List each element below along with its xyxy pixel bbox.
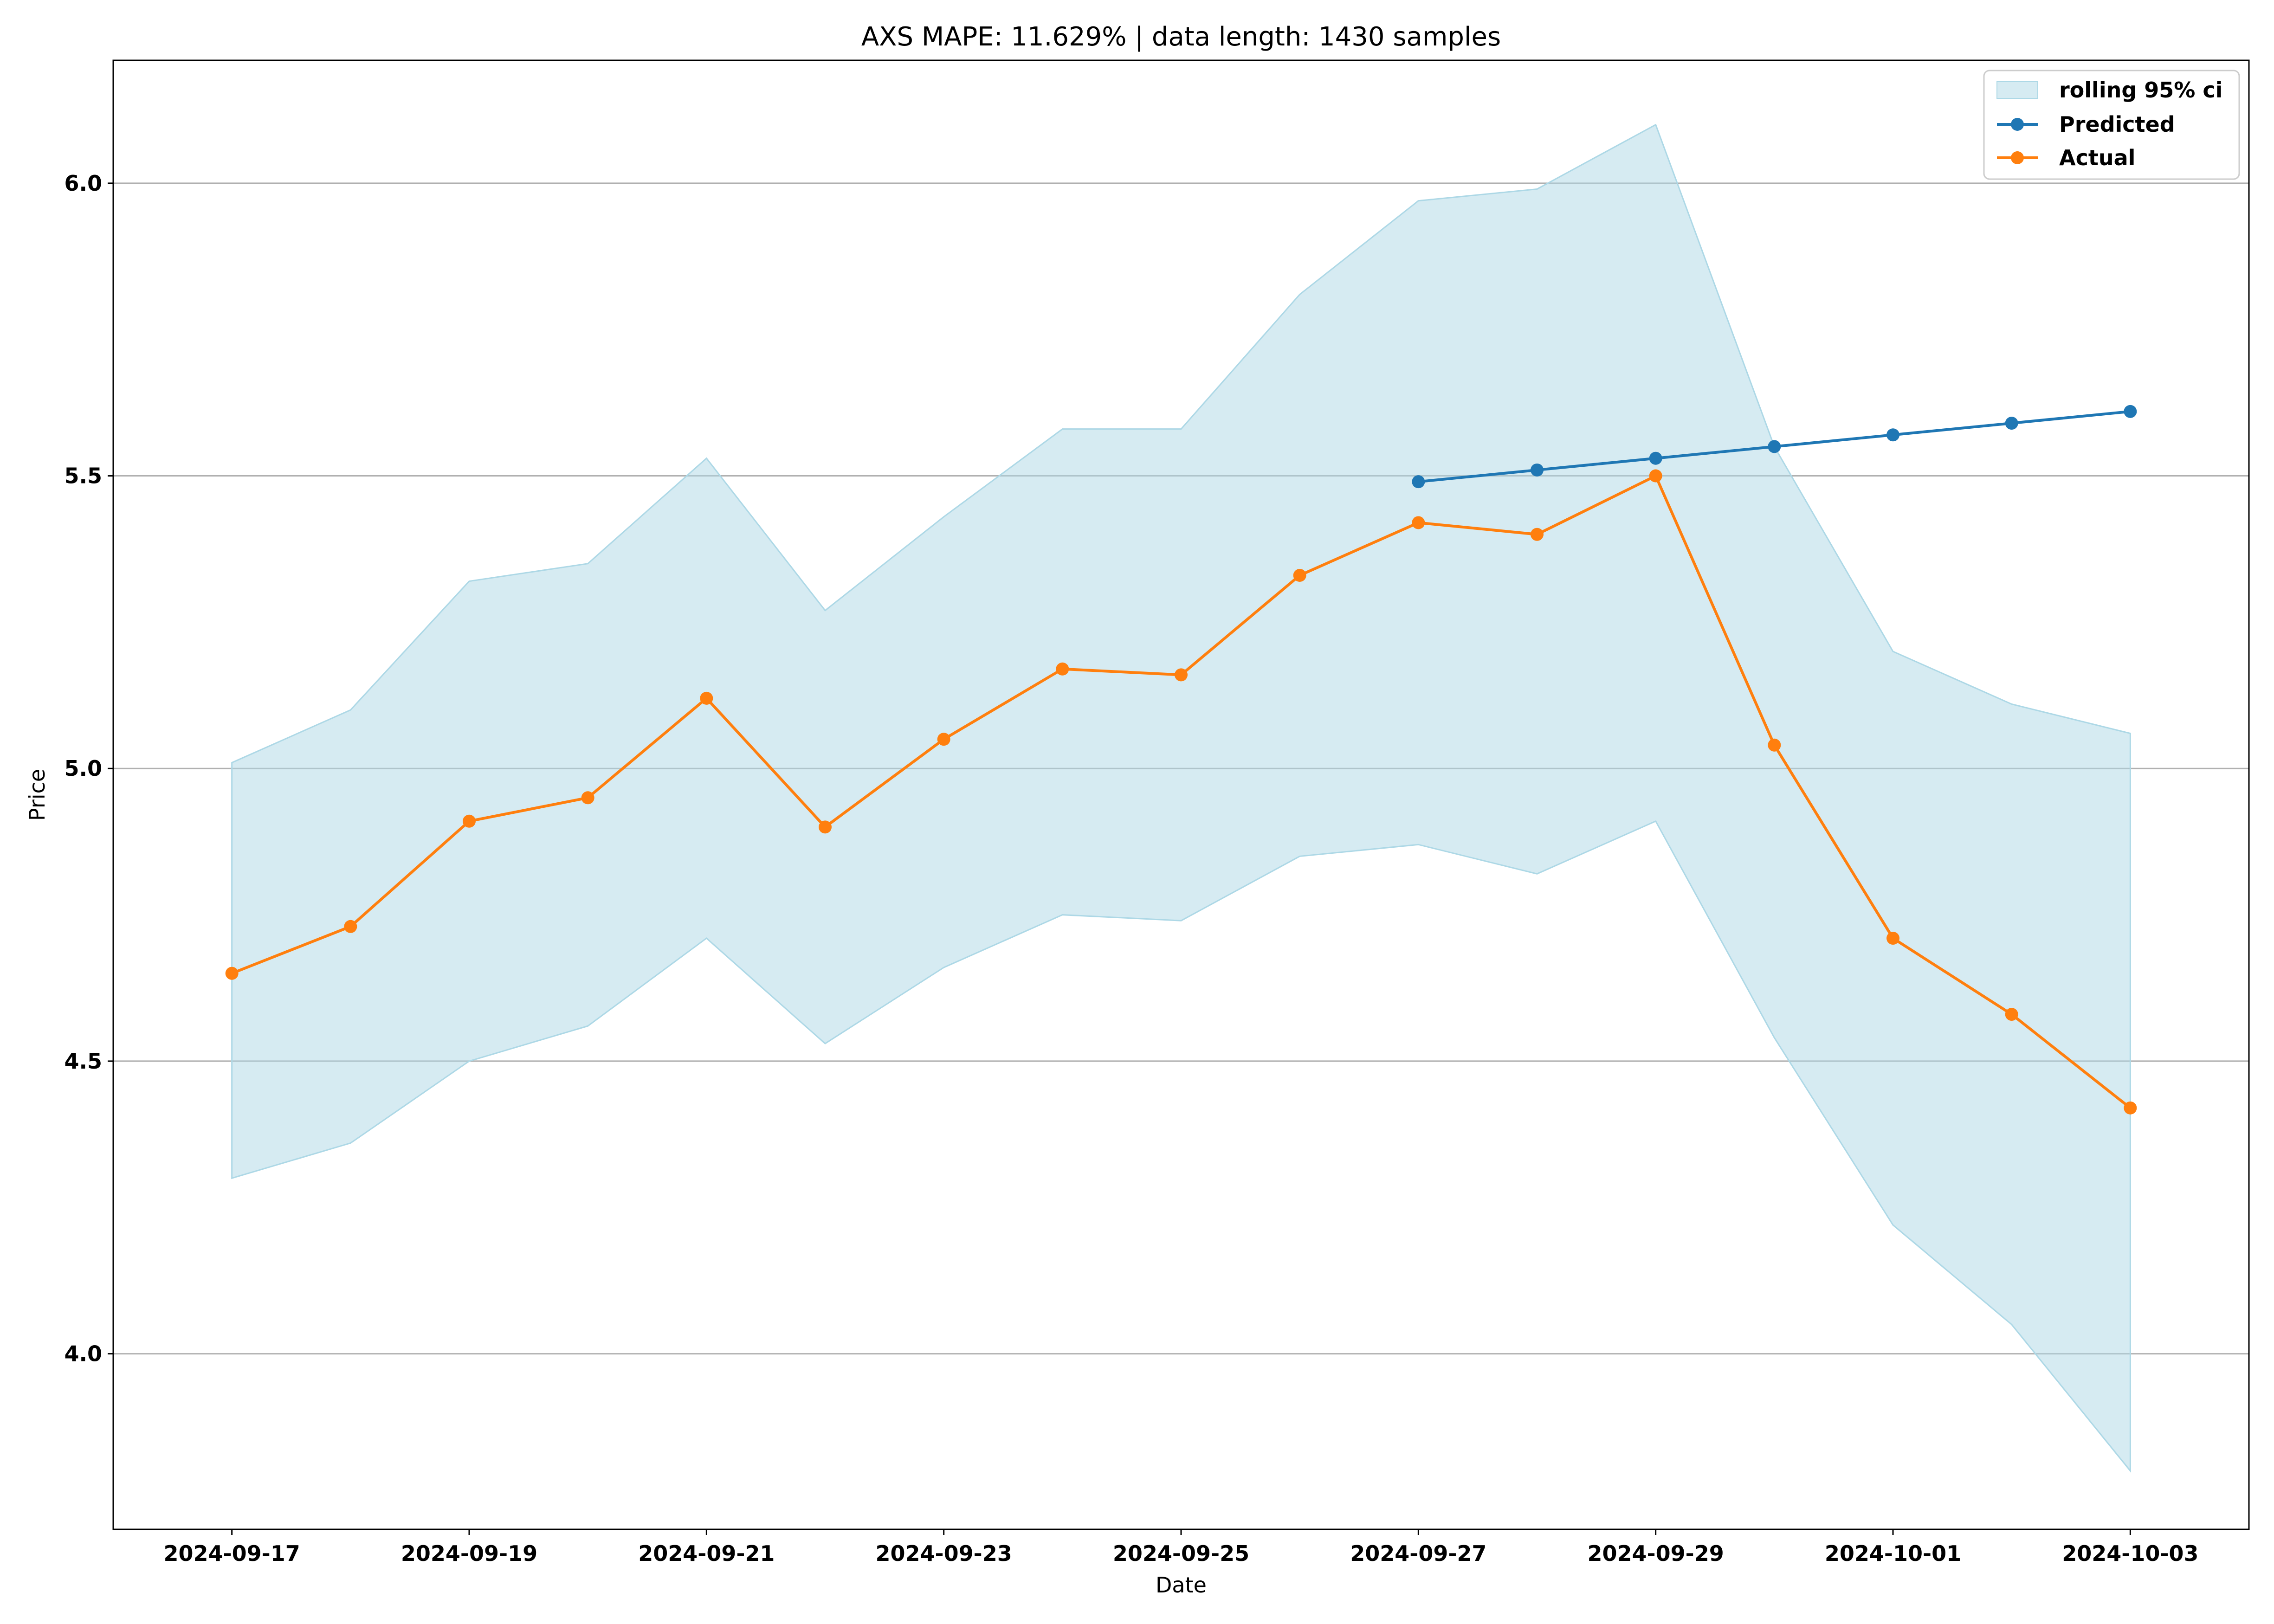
data-point-predicted (1531, 463, 1544, 477)
data-point-actual (1056, 662, 1069, 676)
x-axis-ticks: 2024-09-17 2024-09-19 2024-09-21 2024-09-23… (164, 1529, 2198, 1566)
data-point-actual (937, 733, 950, 746)
legend-box (1983, 70, 2240, 180)
x-tick-label: 2024-09-17 (164, 1541, 300, 1566)
data-point-predicted (2124, 405, 2137, 418)
data-point-actual (1531, 528, 1544, 541)
data-point-actual (1886, 932, 1899, 945)
data-point-actual (1175, 668, 1188, 682)
data-point-actual (581, 791, 594, 805)
x-tick-label: 2024-09-23 (876, 1541, 1012, 1566)
y-axis-ticks: 4.0 4.5 5.0 5.5 6.0 (65, 171, 113, 1366)
data-point-actual (2124, 1101, 2137, 1115)
x-tick-label: 2024-10-03 (2062, 1541, 2198, 1566)
y-axis-label: Price (25, 769, 50, 821)
legend: rolling 95% ci Predicted Actual (1983, 70, 2240, 180)
data-point-actual (1412, 516, 1425, 529)
x-axis-label: Date (1156, 1572, 1207, 1598)
chart-title: AXS MAPE: 11.629% | data length: 1430 sa… (861, 22, 1501, 52)
data-point-actual (700, 691, 713, 705)
x-tick-label: 2024-09-29 (1588, 1541, 1724, 1566)
data-point-actual (463, 814, 476, 828)
y-tick-label: 6.0 (65, 171, 103, 196)
y-tick-label: 4.5 (65, 1049, 103, 1074)
legend-predicted-marker (2011, 118, 2024, 131)
x-tick-label: 2024-10-01 (1825, 1541, 1961, 1566)
legend-label-actual: Actual (2059, 145, 2135, 170)
data-point-actual (344, 920, 357, 933)
y-tick-label: 5.5 (65, 464, 103, 489)
data-point-predicted (1649, 451, 1662, 465)
y-tick-label: 4.0 (65, 1341, 103, 1366)
legend-label-predicted: Predicted (2059, 112, 2175, 137)
x-tick-label: 2024-09-21 (638, 1541, 775, 1566)
data-point-predicted (1412, 475, 1425, 489)
data-point-actual (1649, 469, 1662, 483)
legend-label-band: rolling 95% ci (2059, 77, 2222, 103)
data-point-predicted (1768, 440, 1781, 453)
series-layer (225, 405, 2137, 1115)
legend-band-swatch (1996, 81, 2038, 99)
data-point-actual (819, 820, 832, 834)
data-point-predicted (2005, 417, 2018, 430)
data-point-actual (1293, 568, 1306, 582)
data-point-actual (225, 967, 239, 980)
x-tick-label: 2024-09-25 (1113, 1541, 1249, 1566)
data-point-actual (1768, 738, 1781, 752)
x-tick-label: 2024-09-27 (1350, 1541, 1486, 1566)
y-tick-label: 5.0 (65, 756, 103, 781)
x-tick-label: 2024-09-19 (401, 1541, 537, 1566)
legend-actual-marker (2011, 151, 2024, 164)
data-point-predicted (1886, 428, 1899, 442)
data-point-actual (2005, 1008, 2018, 1021)
